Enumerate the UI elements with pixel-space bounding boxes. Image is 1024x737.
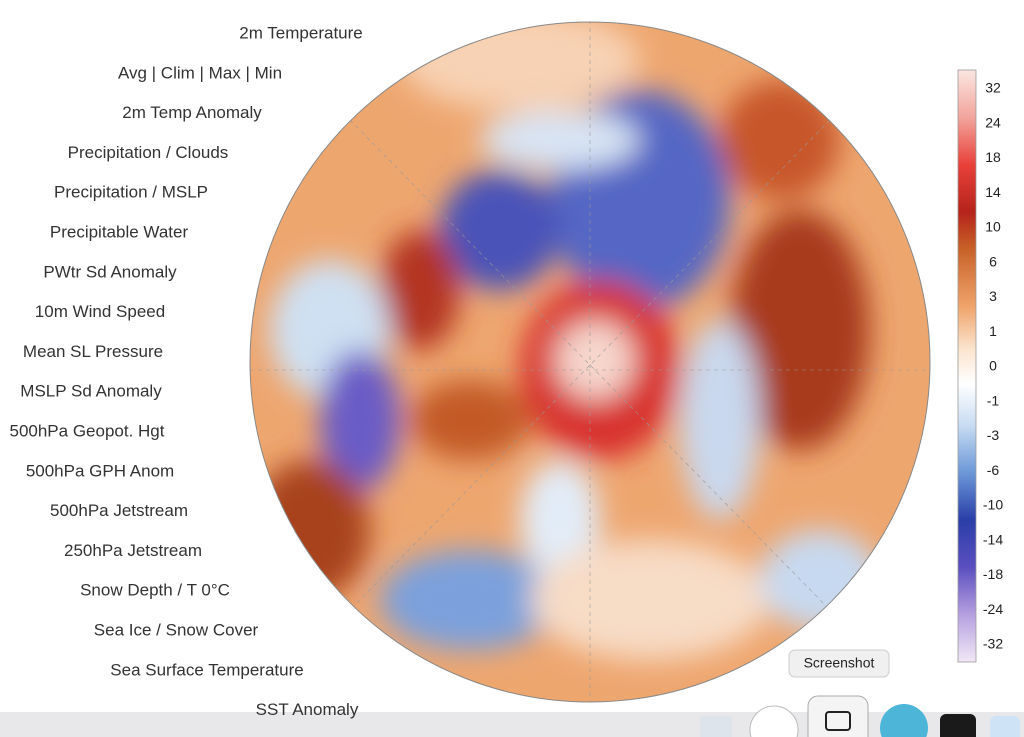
- menu-item[interactable]: MSLP Sd Anomaly: [20, 382, 162, 401]
- menu-item[interactable]: 500hPa Jetstream: [50, 501, 188, 520]
- dock-icon[interactable]: [940, 714, 976, 737]
- colorbar-label: 32: [985, 80, 1001, 96]
- colorbar-label: -3: [987, 427, 1000, 443]
- menu-item[interactable]: 2m Temp Anomaly: [122, 103, 262, 122]
- menu-item[interactable]: Mean SL Pressure: [23, 342, 163, 361]
- screenshot-icon[interactable]: [807, 695, 869, 737]
- dock-icon[interactable]: [700, 716, 732, 737]
- menu-item[interactable]: Precipitable Water: [50, 222, 189, 241]
- menu-item[interactable]: 10m Wind Speed: [35, 302, 165, 321]
- colorbar-label: -14: [983, 531, 1003, 547]
- menu-item[interactable]: Avg | Clim | Max | Min: [118, 63, 282, 82]
- dock-icon[interactable]: [990, 716, 1020, 737]
- menu-item[interactable]: Precipitation / Clouds: [68, 143, 229, 162]
- tooltip: Screenshot: [788, 649, 890, 678]
- menu-item[interactable]: Precipitation / MSLP: [54, 183, 208, 202]
- colorbar-label: 6: [989, 253, 997, 269]
- colorbar-label: -10: [983, 497, 1003, 513]
- menu-item[interactable]: Snow Depth / T 0°C: [80, 581, 230, 600]
- colorbar-label: 0: [989, 358, 997, 374]
- colorbar-label: 1: [989, 323, 997, 339]
- colorbar-label: -18: [983, 566, 1003, 582]
- menu-item[interactable]: 500hPa GPH Anom: [26, 461, 174, 480]
- menu-item[interactable]: 2m Temperature: [239, 23, 362, 42]
- colorbar-label: 10: [985, 219, 1001, 235]
- menu-item[interactable]: 250hPa Jetstream: [64, 541, 202, 560]
- menu-item[interactable]: SST Anomaly: [256, 700, 359, 719]
- colorbar-label: -1: [987, 392, 1000, 408]
- menu-item[interactable]: 500hPa Geopot. Hgt: [9, 421, 164, 440]
- colorbar-label: 14: [985, 184, 1001, 200]
- colorbar-label: 24: [985, 114, 1001, 130]
- globe-outline: [249, 21, 931, 703]
- menu-item[interactable]: Sea Ice / Snow Cover: [94, 620, 259, 639]
- colorbar: [957, 69, 977, 663]
- colorbar-label: -32: [983, 636, 1003, 652]
- colorbar-label: 18: [985, 149, 1001, 165]
- tooltip-text: Screenshot: [804, 655, 875, 671]
- globe-map: [250, 22, 930, 702]
- menu-item[interactable]: Sea Surface Temperature: [110, 660, 303, 679]
- colorbar-label: 3: [989, 288, 997, 304]
- dock: [0, 695, 1024, 737]
- colorbar-label: -24: [983, 601, 1003, 617]
- colorbar-label: -6: [987, 462, 1000, 478]
- menu-item[interactable]: PWtr Sd Anomaly: [43, 262, 177, 281]
- dock-icon[interactable]: [749, 705, 799, 737]
- dock-icon[interactable]: [880, 704, 928, 737]
